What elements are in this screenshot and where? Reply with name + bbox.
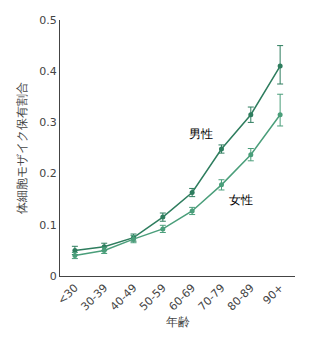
svg-text:30-39: 30-39: [78, 282, 110, 314]
svg-text:0.1: 0.1: [39, 219, 57, 232]
svg-text:0: 0: [50, 270, 57, 283]
svg-text:年齢: 年齢: [166, 315, 190, 329]
svg-text:0.4: 0.4: [39, 65, 57, 78]
svg-text:<30: <30: [55, 282, 81, 308]
svg-text:0.3: 0.3: [39, 116, 57, 129]
svg-text:0.5: 0.5: [39, 14, 57, 27]
svg-text:40-49: 40-49: [108, 282, 140, 314]
svg-text:80-89: 80-89: [225, 282, 257, 314]
svg-text:70-79: 70-79: [196, 282, 228, 314]
svg-text:90+: 90+: [261, 282, 287, 308]
svg-text:50-59: 50-59: [137, 282, 169, 314]
svg-text:0.2: 0.2: [39, 167, 57, 180]
svg-text:女性: 女性: [229, 193, 253, 207]
svg-text:体細胞モザイク保有割合: 体細胞モザイク保有割合: [15, 82, 29, 214]
svg-text:60-69: 60-69: [166, 282, 198, 314]
svg-text:男性: 男性: [189, 127, 213, 141]
